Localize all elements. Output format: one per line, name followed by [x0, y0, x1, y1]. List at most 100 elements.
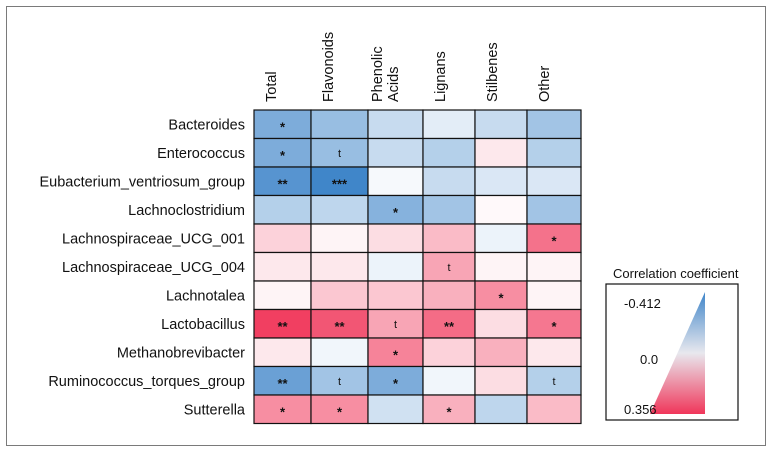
heatmap-cell	[526, 280, 582, 311]
heatmap-cell	[310, 194, 369, 225]
row-label: Sutterella	[184, 402, 246, 418]
heatmap-cell	[253, 308, 312, 339]
heatmap-cell	[474, 194, 528, 225]
heatmap-cell	[526, 109, 582, 140]
significance-marker: t	[394, 319, 397, 331]
heatmap-cell	[367, 223, 424, 254]
heatmap-cell	[422, 109, 476, 140]
significance-marker: *	[337, 404, 343, 419]
heatmap-cell	[367, 394, 424, 425]
significance-marker: *	[393, 347, 399, 362]
row-label: Ruminococcus_torques_group	[48, 374, 245, 390]
heatmap-cell	[526, 194, 582, 225]
heatmap-cell	[253, 280, 312, 311]
column-label: Lignans	[433, 51, 449, 102]
significance-marker: t	[338, 148, 341, 160]
heatmap-cell	[474, 109, 528, 140]
heatmap-cell	[367, 251, 424, 282]
heatmap-cell	[310, 394, 369, 425]
heatmap-cell	[310, 223, 369, 254]
row-label: Lachnotalea	[166, 288, 246, 304]
heatmap-cell	[526, 251, 582, 282]
heatmap-cell	[526, 223, 582, 254]
row-label: Eubacterium_ventriosum_group	[39, 174, 245, 190]
heatmap-cell	[526, 337, 582, 368]
column-label: Phenolic	[370, 46, 386, 102]
column-label: Stilbenes	[485, 42, 501, 102]
heatmap-cell	[253, 365, 312, 396]
heatmap-cell	[367, 365, 424, 396]
legend-min-label: -0.412	[624, 296, 661, 311]
heatmap-cell	[422, 365, 476, 396]
heatmap-cell	[474, 251, 528, 282]
heatmap-cell	[367, 166, 424, 197]
legend-mid-label: 0.0	[640, 352, 658, 367]
significance-marker: ***	[332, 176, 348, 191]
heatmap-cell	[474, 337, 528, 368]
heatmap-cell	[367, 109, 424, 140]
heatmap-cell	[310, 251, 369, 282]
heatmap-cell	[253, 223, 312, 254]
heatmap-cell	[526, 137, 582, 168]
significance-marker: *	[393, 205, 399, 220]
heatmap-cell	[474, 137, 528, 168]
legend-title: Correlation coefficient	[613, 266, 739, 281]
significance-marker: *	[280, 148, 286, 163]
significance-marker: t	[552, 376, 555, 388]
significance-marker: **	[277, 376, 288, 391]
legend: Correlation coefficient -0.412 0.0 0.356	[605, 266, 739, 421]
heatmap-cell	[310, 137, 369, 168]
heatmap-cell	[422, 137, 476, 168]
significance-marker: *	[498, 290, 504, 305]
heatmap-cell	[422, 194, 476, 225]
significance-marker: *	[280, 119, 286, 134]
significance-marker: **	[277, 176, 288, 191]
heatmap-cell	[474, 308, 528, 339]
heatmap-cell	[367, 280, 424, 311]
heatmap-cell	[474, 166, 528, 197]
heatmap-cell	[526, 365, 582, 396]
heatmap-cell	[367, 308, 424, 339]
row-label: Bacteroides	[168, 117, 245, 133]
significance-marker: **	[277, 319, 288, 334]
significance-marker: *	[280, 404, 286, 419]
legend-max-label: 0.356	[624, 402, 657, 417]
significance-marker: *	[393, 376, 399, 391]
row-label: Methanobrevibacter	[117, 345, 245, 361]
column-label: Acids	[386, 67, 402, 102]
heatmap-cell	[474, 394, 528, 425]
heatmap-cell	[367, 137, 424, 168]
heatmap-cell	[422, 308, 476, 339]
heatmap-cell	[253, 166, 312, 197]
column-label: Other	[537, 66, 553, 102]
significance-marker: **	[334, 319, 345, 334]
row-label: Enterococcus	[157, 146, 245, 162]
row-label: Lachnospiraceae_UCG_001	[62, 231, 245, 247]
heatmap-cell	[310, 280, 369, 311]
figure-frame	[6, 6, 766, 446]
heatmap-cell	[310, 337, 369, 368]
significance-marker: *	[551, 319, 557, 334]
heatmap-cell	[422, 223, 476, 254]
significance-marker: t	[338, 376, 341, 388]
heatmap-cell	[526, 394, 582, 425]
heatmap-cell	[367, 194, 424, 225]
row-label: Lachnospiraceae_UCG_004	[62, 260, 245, 276]
heatmap-cell	[253, 337, 312, 368]
row-label: Lachnoclostridium	[128, 203, 245, 219]
heatmap-cell	[310, 109, 369, 140]
heatmap-cell	[422, 280, 476, 311]
heatmap-cell	[422, 394, 476, 425]
heatmap-cell	[422, 337, 476, 368]
significance-marker: *	[446, 404, 452, 419]
column-label: Flavonoids	[321, 32, 337, 102]
significance-marker: t	[447, 262, 450, 274]
heatmap-cell	[422, 166, 476, 197]
heatmap-cell	[526, 166, 582, 197]
heatmap-cell	[253, 194, 312, 225]
heatmap-cell	[253, 251, 312, 282]
row-label: Lactobacillus	[161, 317, 245, 333]
heatmap-cell	[474, 365, 528, 396]
significance-marker: *	[551, 233, 557, 248]
